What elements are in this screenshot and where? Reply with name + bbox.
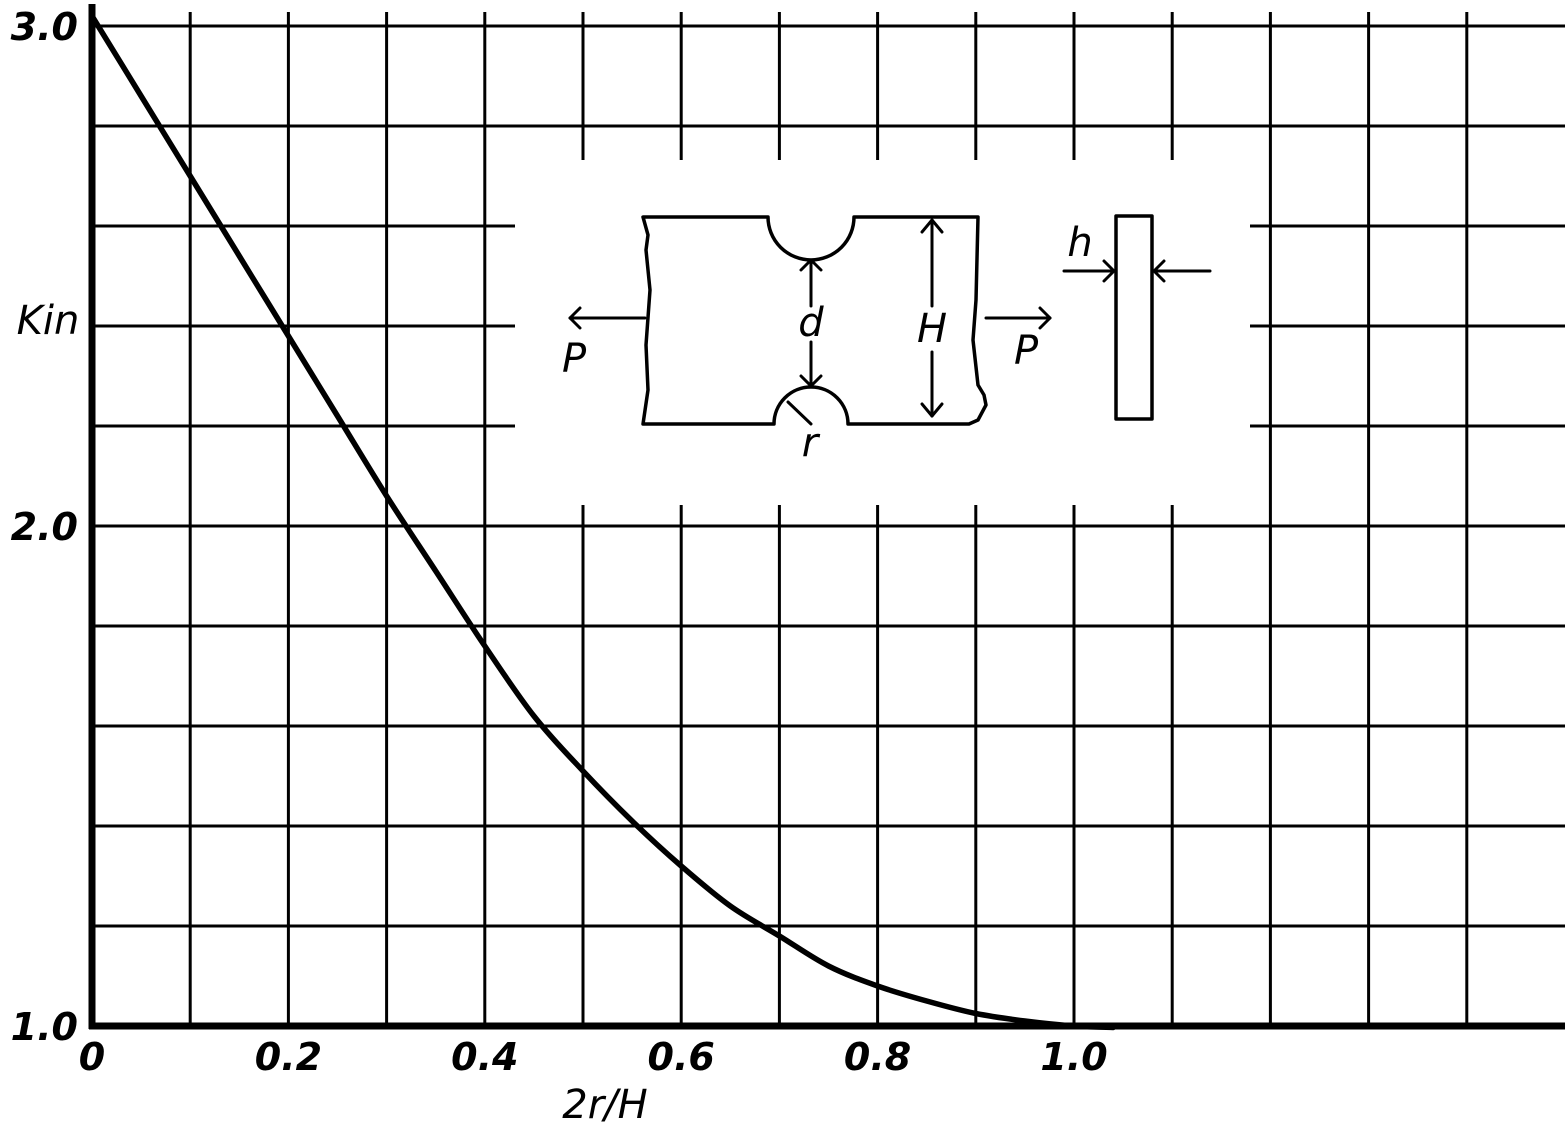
- x-tick-label: 0.4: [451, 1035, 518, 1079]
- load-arrowhead-right: [1038, 306, 1052, 330]
- label-r: r: [802, 420, 821, 466]
- x-axis-label: 2r/H: [562, 1082, 647, 1128]
- x-tick-label: 1.0: [1040, 1035, 1107, 1079]
- H-arrowhead-top: [920, 218, 944, 234]
- h-arrowhead-left: [1102, 259, 1116, 283]
- y-axis-label: Kin: [17, 298, 80, 344]
- d-arrowhead-top: [799, 258, 823, 272]
- y-tick-label: 2.0: [11, 505, 78, 549]
- x-tick-label: 0: [79, 1035, 105, 1079]
- y-tick-label: 1.0: [11, 1005, 78, 1049]
- y-tick-label: 3.0: [11, 5, 78, 49]
- inset-panel: [515, 160, 1250, 505]
- x-tick-label: 0.8: [844, 1035, 911, 1079]
- radius-line: [786, 400, 813, 426]
- x-tick-label: 0.6: [648, 1035, 715, 1079]
- thickness-section: [1114, 214, 1154, 421]
- label-P-left: P: [562, 336, 587, 382]
- label-h: h: [1067, 220, 1092, 266]
- load-arrowhead-left: [568, 306, 582, 330]
- series-line: [89, 13, 1117, 1031]
- axes: [88, 4, 1565, 1030]
- label-H: H: [917, 306, 947, 352]
- bar-outline: [641, 215, 988, 426]
- x-tick-label: 0.2: [255, 1035, 322, 1079]
- label-P-right: P: [1014, 328, 1039, 374]
- d-arrowhead-bottom: [799, 374, 823, 388]
- label-d: d: [798, 300, 824, 346]
- H-arrowhead-bottom: [920, 402, 944, 418]
- notched-bar-diagram: d r H P P h: [562, 214, 1212, 466]
- tick-labels: 0 0.2 0.4 0.6 0.8 1.0 1.0 2.0 3.0: [11, 5, 1108, 1079]
- h-arrowhead-right: [1152, 259, 1166, 283]
